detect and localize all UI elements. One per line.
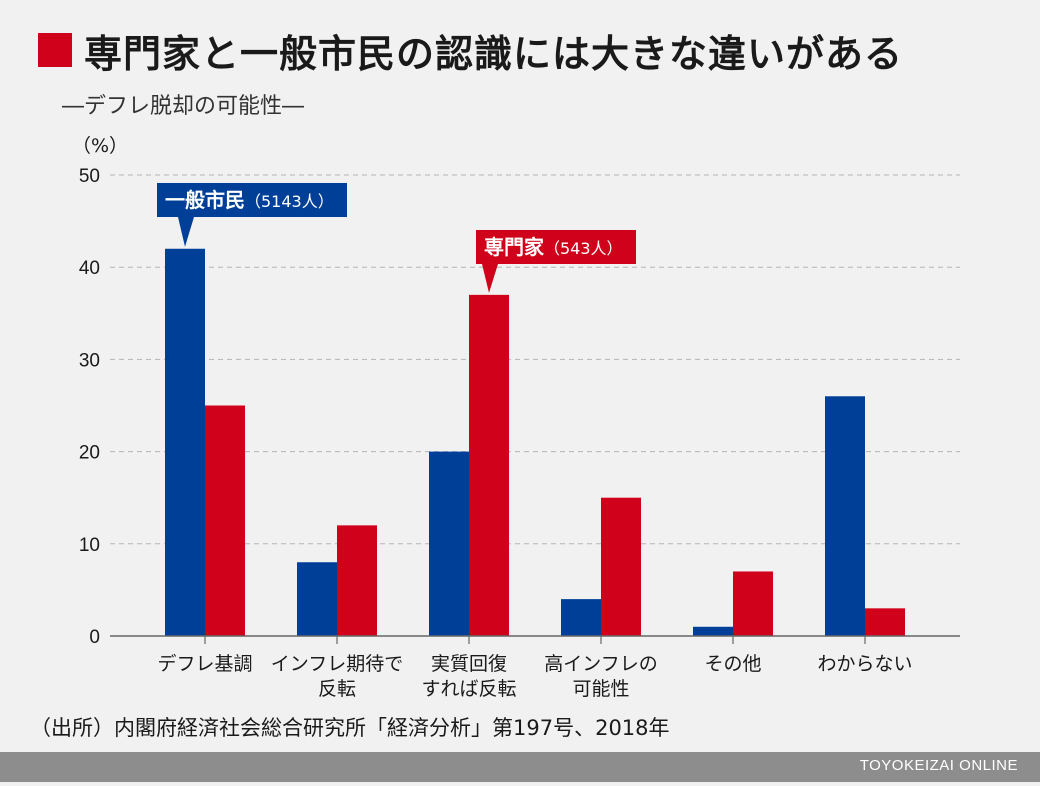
legend-series-name: 一般市民 — [165, 188, 245, 212]
y-tick-label: 0 — [89, 627, 100, 648]
bar — [561, 599, 601, 636]
legend-label: 一般市民（5143人） — [165, 188, 334, 212]
legend-label: 専門家（543人） — [484, 235, 623, 259]
legend-pointer — [482, 264, 498, 293]
x-tick-label: わからない — [817, 653, 912, 675]
legend-series-count: （5143人） — [245, 192, 334, 211]
x-tick-label: 反転 — [318, 678, 356, 700]
y-tick-label: 10 — [79, 535, 100, 556]
brand-label: TOYOKEIZAI ONLINE — [859, 757, 1018, 774]
title-marker — [38, 33, 72, 67]
y-axis-unit: （%） — [72, 135, 128, 157]
x-tick-label: 高インフレの — [544, 653, 657, 675]
chart-subtitle: ―デフレ脱却の可能性― — [62, 94, 305, 119]
y-tick-label: 50 — [79, 166, 100, 187]
x-tick-label: 可能性 — [572, 678, 629, 700]
y-tick-label: 40 — [79, 258, 100, 279]
legend-series-count: （543人） — [544, 239, 623, 258]
bar — [469, 294, 509, 636]
x-tick-label: その他 — [704, 653, 761, 675]
x-tick-label: デフレ基調 — [157, 653, 252, 675]
footer-bar: TOYOKEIZAI ONLINE — [0, 752, 1040, 782]
title-block: 専門家と一般市民の認識には大きな違いがある — [38, 22, 903, 78]
legend-box — [476, 230, 636, 264]
bar — [865, 608, 905, 636]
x-tick-label: すれば反転 — [421, 678, 516, 700]
bar — [165, 248, 205, 636]
x-tick-label: インフレ期待で — [271, 653, 403, 675]
bar — [429, 451, 469, 636]
bar — [205, 405, 245, 636]
source-note: （出所）内閣府経済社会総合研究所「経済分析」第197号、2018年 — [30, 716, 670, 740]
bar — [297, 562, 337, 636]
bar — [337, 525, 377, 636]
y-tick-label: 30 — [79, 350, 100, 371]
bar — [733, 571, 773, 636]
bar — [693, 626, 733, 636]
legend-box — [157, 183, 347, 217]
bar — [601, 497, 641, 636]
x-tick-label: 実質回復 — [431, 653, 507, 675]
bar — [825, 396, 865, 636]
legend-series-name: 専門家 — [484, 235, 545, 259]
legend-pointer — [178, 217, 194, 247]
y-tick-label: 20 — [79, 443, 100, 464]
chart-title: 専門家と一般市民の認識には大きな違いがある — [84, 31, 904, 76]
